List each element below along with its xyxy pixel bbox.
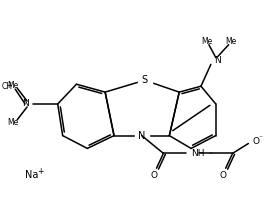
Text: ⁻: ⁻ xyxy=(258,133,262,142)
Text: Na: Na xyxy=(25,170,38,180)
Text: O: O xyxy=(219,171,226,180)
Text: N: N xyxy=(214,56,221,65)
Text: CH: CH xyxy=(1,82,12,91)
Text: Me: Me xyxy=(225,37,236,46)
Bar xyxy=(138,74,151,86)
Text: O: O xyxy=(252,137,259,146)
Text: NH: NH xyxy=(191,149,205,158)
Text: Me: Me xyxy=(8,118,19,127)
Bar xyxy=(135,130,149,142)
Text: S: S xyxy=(142,75,148,85)
Text: Me: Me xyxy=(8,81,19,90)
Text: +: + xyxy=(37,167,43,176)
Text: N: N xyxy=(22,100,29,109)
Text: N: N xyxy=(138,131,145,141)
Text: O: O xyxy=(150,171,157,180)
Text: Me: Me xyxy=(201,37,213,46)
